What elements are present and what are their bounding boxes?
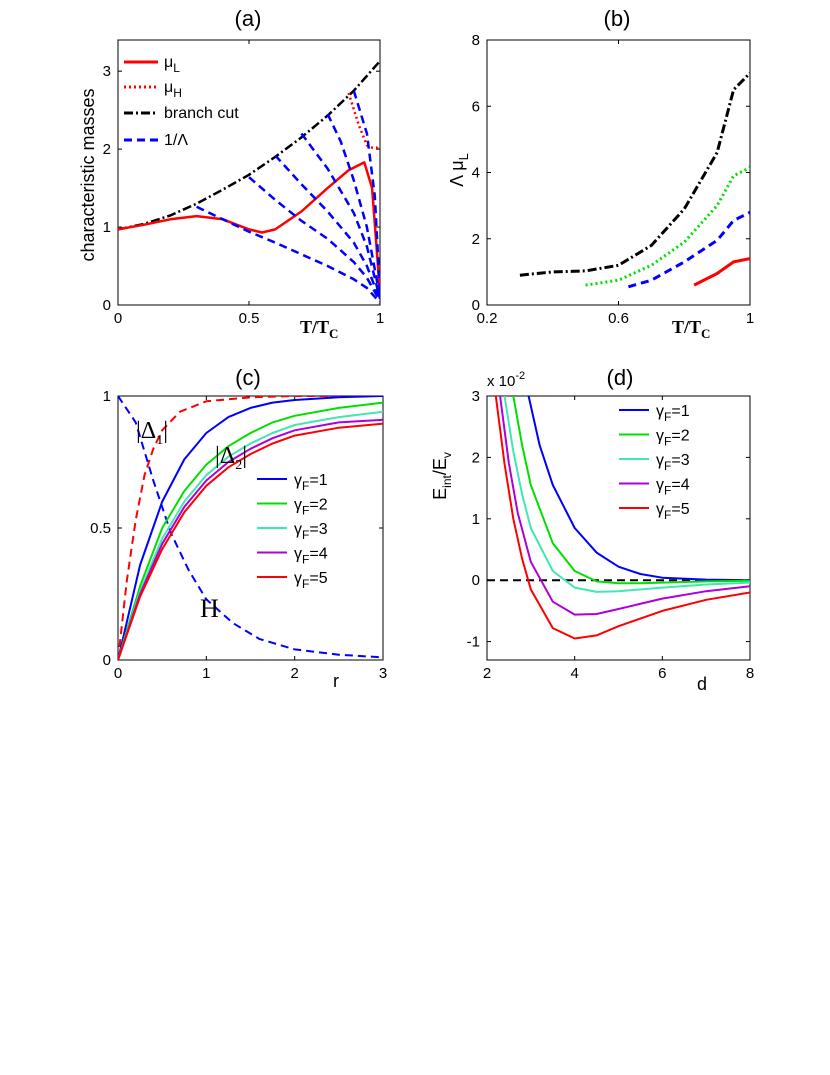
x-tick-label: 8 [746,665,754,682]
panel-a-legend: μL μH branch cut 1/Λ [124,54,239,149]
series-c-5 [118,418,383,660]
series-d-2 [512,396,750,585]
y-tick-label: 0 [472,297,480,314]
legend-text-1: γF=1 [656,403,690,424]
panel-c: (c) 0 1 2 3 0 0.5 1 r |Δ1| |Δ2| H γF=1 γF=2 γF=3… [90,365,387,691]
y-tick-label: 1 [103,219,111,236]
legend-text-4: γF=4 [656,477,690,498]
series-c-1 [118,396,383,659]
panel-d: (d) x 10-2 2 4 6 8 -1 0 1 2 3 Eint/Ev d γF=1 γF=2… [430,365,754,694]
series-c-3 [118,401,383,660]
y-tick-label: 2 [472,449,480,466]
series-a-7 [326,113,380,298]
series-a-2 [347,92,380,149]
panel-d-title: (d) [607,365,634,390]
series-a-0 [118,60,380,231]
y-tick-label: 1 [472,511,480,528]
legend-text-4: γF=4 [294,546,328,567]
legend-a-text-2: μH [164,79,182,100]
series-c-4 [118,410,383,660]
legend-text-1: γF=1 [294,472,328,493]
legend-text-5: γF=5 [294,570,328,591]
y-tick-label: 1 [103,388,111,405]
x-tick-label: 2 [483,665,491,682]
y-tick-label: -1 [467,634,480,651]
annotation-delta2: |Δ2| [215,443,247,473]
x-tick-label: 1 [376,310,384,327]
series-a-8 [352,90,380,294]
series-c-0 [118,396,383,660]
panel-c-legend: γF=1 γF=2 γF=3 γF=4 γF=5 [257,472,328,591]
series-d-5 [494,396,750,640]
series-a-6 [300,132,380,300]
legend-text-3: γF=3 [294,521,328,542]
panel-a-ylabel: characteristic masses [78,88,98,261]
series-b-0 [519,72,750,277]
series-d-4 [499,396,750,616]
panel-c-plot: 0 1 2 3 0 0.5 1 [90,388,387,682]
panel-a: (a) 0 0.5 1 0 1 2 3 characteristic masses T/TC… [78,6,384,341]
y-tick-label: 0 [472,572,480,589]
y-tick-label: 0.5 [90,520,111,537]
legend-text-3: γF=3 [656,452,690,473]
legend-a-text-3: branch cut [164,105,239,122]
panel-a-xlabel: T/TC [300,317,338,341]
panel-b-title: (b) [604,6,631,31]
panel-d-xlabel: d [697,674,707,694]
panel-b-ylabel: Λ μL [447,153,471,187]
y-tick-label: 2 [103,141,111,158]
panel-c-xlabel: r [333,671,339,691]
x-tick-label: 6 [658,665,666,682]
annotation-delta1: |Δ1| [136,418,168,448]
y-tick-label: 2 [472,231,480,248]
y-tick-label: 0 [103,652,111,669]
y-tick-label: 8 [472,32,480,49]
x-tick-label: 1 [746,310,754,327]
y-tick-label: 0 [103,297,111,314]
series-d-3 [503,396,750,593]
panel-a-plot: 0 0.5 1 0 1 2 3 [103,39,384,327]
series-c-2 [118,396,383,660]
x-tick-label: 3 [379,665,387,682]
x-tick-label: 0.6 [608,310,629,327]
legend-a-text-1: μL [164,54,180,75]
x-tick-label: 0.5 [239,310,260,327]
series-a-5 [274,154,380,301]
x-tick-label: 2 [290,665,298,682]
panel-a-title: (a) [235,6,262,31]
legend-text-2: γF=2 [294,497,328,518]
panel-d-multiplier: x 10-2 [487,370,525,390]
legend-text-5: γF=5 [656,501,690,522]
panel-c-title: (c) [235,365,261,390]
panel-d-legend: γF=1 γF=2 γF=3 γF=4 γF=5 [619,403,690,522]
panel-b-plot: 0.2 0.6 1 0 2 4 6 8 [472,32,755,327]
legend-text-2: γF=2 [656,428,690,449]
panel-b-xlabel: T/TC [672,317,710,341]
y-tick-label: 3 [103,63,111,80]
panel-d-frame [486,395,751,661]
y-tick-label: 6 [472,98,480,115]
panel-d-plot: 2 4 6 8 -1 0 1 2 3 [467,388,755,682]
legend-a-text-4: 1/Λ [164,132,188,149]
series-b-2 [627,210,750,289]
x-tick-label: 1 [202,665,210,682]
x-tick-label: 4 [570,665,578,682]
series-a-1 [118,161,380,298]
panel-b: (b) 0.2 0.6 1 0 2 4 6 8 Λ μL T/TC [447,6,754,341]
y-tick-label: 4 [472,165,480,182]
x-tick-label: 0.2 [477,310,498,327]
series-b-3 [693,257,750,287]
annotation-h: H [200,594,219,623]
y-tick-label: 3 [472,388,480,405]
series-a-3 [196,205,380,304]
series-c-6 [118,422,383,660]
x-tick-label: 0 [114,310,122,327]
series-d-1 [527,396,750,582]
panel-d-ylabel: Eint/Ev [430,452,454,500]
x-tick-label: 0 [114,665,122,682]
